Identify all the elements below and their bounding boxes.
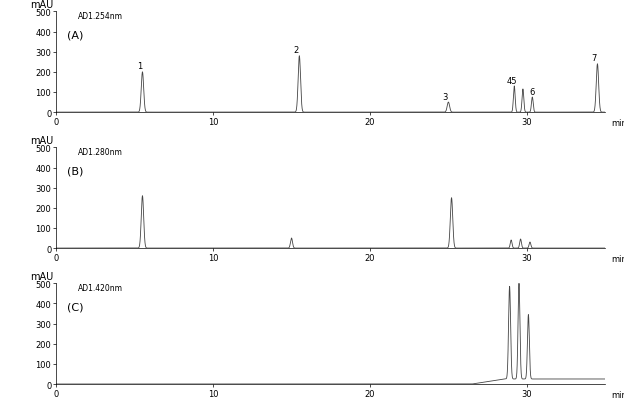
Text: AD1.420nm: AD1.420nm — [78, 284, 123, 292]
Text: mAU: mAU — [30, 136, 54, 146]
Text: min: min — [611, 119, 624, 128]
Text: (C): (C) — [67, 302, 84, 312]
Text: 1: 1 — [137, 62, 142, 71]
Text: min: min — [611, 390, 624, 399]
Text: AD1.254nm: AD1.254nm — [78, 12, 123, 21]
Text: (A): (A) — [67, 31, 84, 40]
Text: 45: 45 — [507, 77, 517, 86]
Text: AD1.280nm: AD1.280nm — [78, 148, 123, 157]
Text: mAU: mAU — [30, 272, 54, 282]
Text: min: min — [611, 254, 624, 263]
Text: (B): (B) — [67, 166, 84, 176]
Text: 6: 6 — [530, 88, 535, 97]
Text: mAU: mAU — [30, 0, 54, 10]
Text: 3: 3 — [442, 93, 448, 102]
Text: 2: 2 — [293, 46, 299, 55]
Text: 7: 7 — [592, 54, 597, 63]
